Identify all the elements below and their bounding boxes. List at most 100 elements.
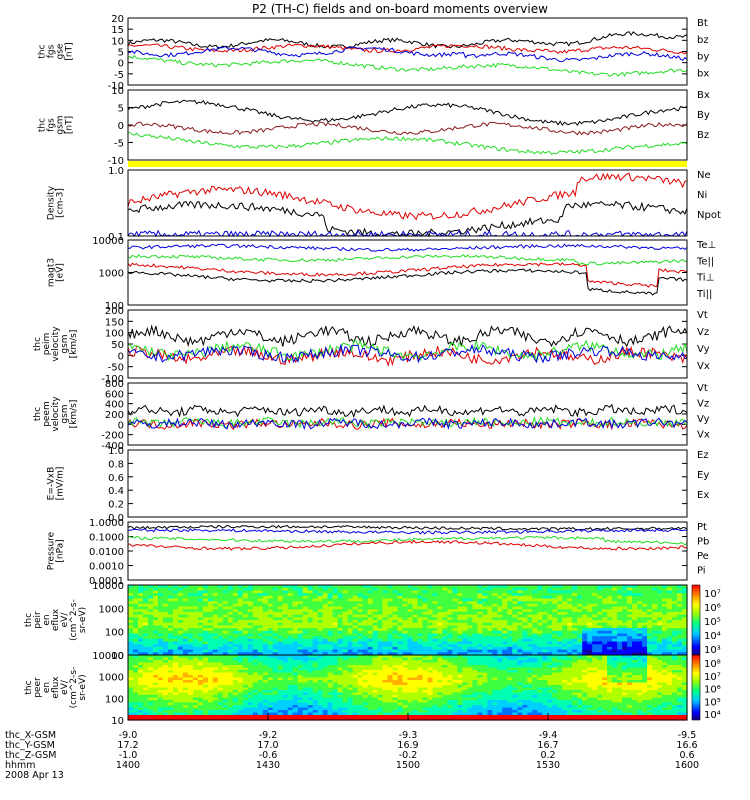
spectrogram-cell: [287, 712, 294, 716]
spectrogram-cell: [192, 670, 199, 674]
spectrogram-cell: [367, 622, 374, 626]
spectrogram-cell: [312, 705, 319, 709]
spectrogram-cell: [337, 680, 344, 684]
spectrogram-cell: [332, 695, 339, 699]
spectrogram-cell: [617, 652, 623, 656]
spectrogram-cell: [148, 625, 154, 629]
y-tick-label: 15: [111, 25, 124, 36]
spectrogram-cell: [287, 705, 294, 709]
spectrogram-cell: [357, 712, 364, 716]
spectrogram-cell: [387, 710, 394, 714]
ylabel-line: thc: [24, 680, 34, 694]
spectrogram-cell: [557, 644, 563, 648]
spectrogram-cell: [357, 636, 364, 640]
spectrogram-cell: [507, 598, 513, 602]
spectrogram-cell: [332, 587, 339, 591]
spectrogram-cell: [332, 712, 339, 716]
spectrogram-cell: [382, 715, 389, 719]
spectrogram-cell: [632, 620, 638, 624]
spectrogram-cell: [407, 625, 414, 629]
spectrogram-cell: [128, 649, 134, 653]
spectrogram-cell: [612, 617, 618, 621]
spectrogram-cell: [467, 633, 473, 637]
spectrogram-cell: [432, 625, 439, 629]
spectrogram-cell: [192, 617, 199, 621]
spectrogram-cell: [377, 625, 384, 629]
spectrogram-cell: [662, 611, 668, 616]
spectrogram-cell: [447, 705, 453, 709]
spectrogram-cell: [382, 601, 389, 605]
spectrogram-cell: [262, 630, 269, 635]
spectrogram-cell: [457, 585, 463, 589]
spectrogram-cell: [627, 628, 633, 632]
spectrogram-cell: [387, 622, 394, 626]
spectrogram-cell: [352, 682, 359, 686]
spectrogram-cell: [312, 707, 319, 711]
spectrogram-cell: [367, 700, 374, 704]
spectrogram-cell: [143, 680, 149, 684]
spectrogram-cell: [507, 617, 513, 621]
spectrogram-cell: [172, 690, 179, 694]
spectrogram-cell: [637, 652, 643, 656]
spectrogram-cell: [557, 641, 563, 645]
spectrogram-cell: [432, 660, 439, 664]
spectrogram-cell: [307, 670, 314, 674]
spectrogram-cell: [397, 715, 404, 719]
spectrogram-cell: [148, 598, 154, 602]
spectrogram-cell: [392, 690, 399, 694]
spectrogram-cell: [572, 617, 578, 621]
spectrogram-cell: [512, 622, 518, 626]
spectrogram-cell: [277, 710, 284, 714]
spectrogram-cell: [302, 695, 309, 699]
spectrogram-cell: [252, 644, 259, 648]
spectrogram-cell: [667, 590, 673, 594]
spectrogram-cell: [432, 665, 439, 669]
spectrogram-cell: [153, 680, 159, 684]
spectrogram-cell: [387, 587, 394, 591]
spectrogram-cell: [148, 657, 154, 661]
spectrogram-cell: [487, 603, 493, 608]
spectrogram-cell: [667, 601, 673, 605]
spectrogram-cell: [252, 715, 259, 719]
spectrogram-cell: [153, 649, 159, 653]
spectrogram-cell: [462, 611, 468, 616]
spectrogram-cell: [153, 717, 159, 721]
spectrogram-cell: [212, 717, 219, 721]
spectrogram-cell: [387, 611, 394, 616]
y-tick-label: 1000: [99, 269, 124, 280]
spectrogram-cell: [447, 715, 453, 719]
legend-label: Ti||: [696, 289, 712, 300]
spectrogram-cell: [502, 641, 508, 645]
spectrogram-cell: [153, 702, 159, 706]
spectrogram-cell: [662, 622, 668, 626]
spectrogram-cell: [392, 697, 399, 701]
spectrogram-cell: [252, 705, 259, 709]
spectrogram-cell: [217, 655, 224, 659]
spectrogram-cell: [457, 652, 463, 656]
spectrogram-cell: [182, 628, 189, 632]
spectrogram-cell: [382, 638, 389, 643]
spectrogram-cell: [382, 702, 389, 706]
spectrogram-cell: [202, 697, 209, 701]
spectrogram-cell: [277, 682, 284, 686]
spectrogram-cell: [347, 682, 354, 686]
spectrogram-cell: [212, 707, 219, 711]
spectrogram-cell: [387, 625, 394, 629]
spectrogram-cell: [627, 622, 633, 626]
spectrogram-cell: [237, 687, 244, 691]
spectrogram-cell: [617, 641, 623, 645]
spectrogram-cell: [282, 695, 289, 699]
spectrogram-cell: [362, 614, 369, 618]
spectrogram-cell: [422, 657, 429, 661]
spectrogram-cell: [138, 677, 144, 681]
spectrogram-cell: [412, 622, 419, 626]
spectrogram-cell: [357, 672, 364, 676]
spectrogram-cell: [272, 695, 279, 699]
spectrogram-cell: [447, 682, 453, 686]
spectrogram-cell: [262, 670, 269, 674]
ylabel-line: eflux: [51, 608, 61, 631]
spectrogram-cell: [312, 677, 319, 681]
spectrogram-cell: [187, 680, 194, 684]
spectrogram-cell: [567, 611, 573, 616]
spectrogram-cell: [407, 710, 414, 714]
